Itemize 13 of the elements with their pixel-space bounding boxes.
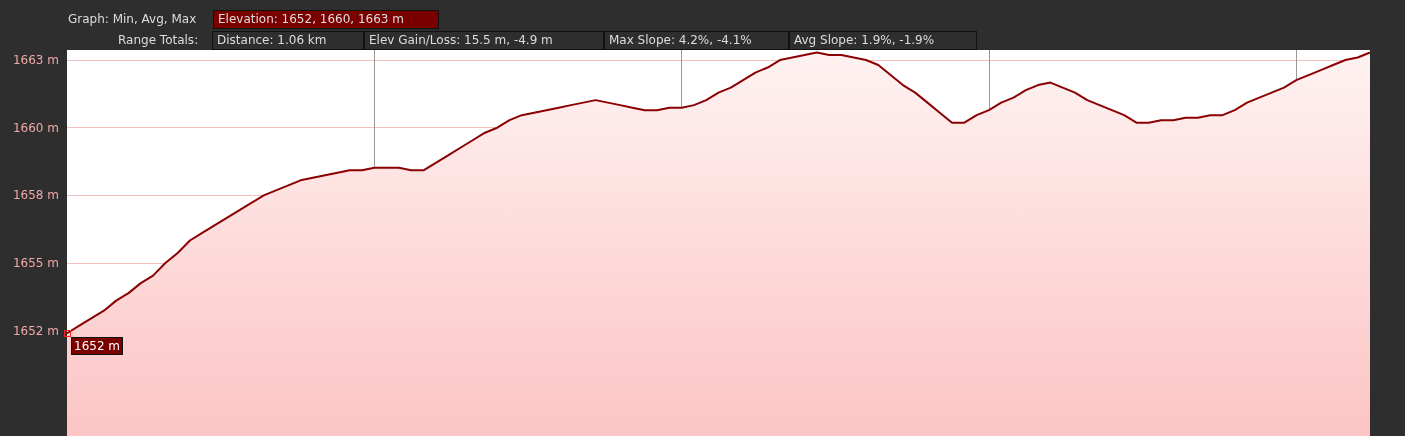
text: Distance: 1.06 km	[212, 31, 364, 50]
text: Max Slope: 4.2%, -4.1%	[604, 31, 789, 50]
text: Elev Gain/Loss: 15.5 m, -4.9 m	[364, 31, 604, 50]
y-tick-label: 1655 m	[12, 256, 59, 271]
y-tick-label: 1660 m	[12, 120, 59, 135]
text: Elevation: 1652, 1660, 1663 m	[213, 10, 439, 29]
text: Avg Slope: 1.9%, -1.9%	[789, 31, 977, 50]
annotation: 1652 m	[71, 337, 124, 356]
chart-subtitle: Range Totals:	[118, 32, 199, 49]
y-tick-label: 1652 m	[12, 323, 59, 338]
y-tick-label: 1658 m	[12, 188, 59, 203]
chart-title: Graph: Min, Avg, Max	[68, 11, 197, 28]
y-tick-label: 1663 m	[12, 53, 59, 68]
